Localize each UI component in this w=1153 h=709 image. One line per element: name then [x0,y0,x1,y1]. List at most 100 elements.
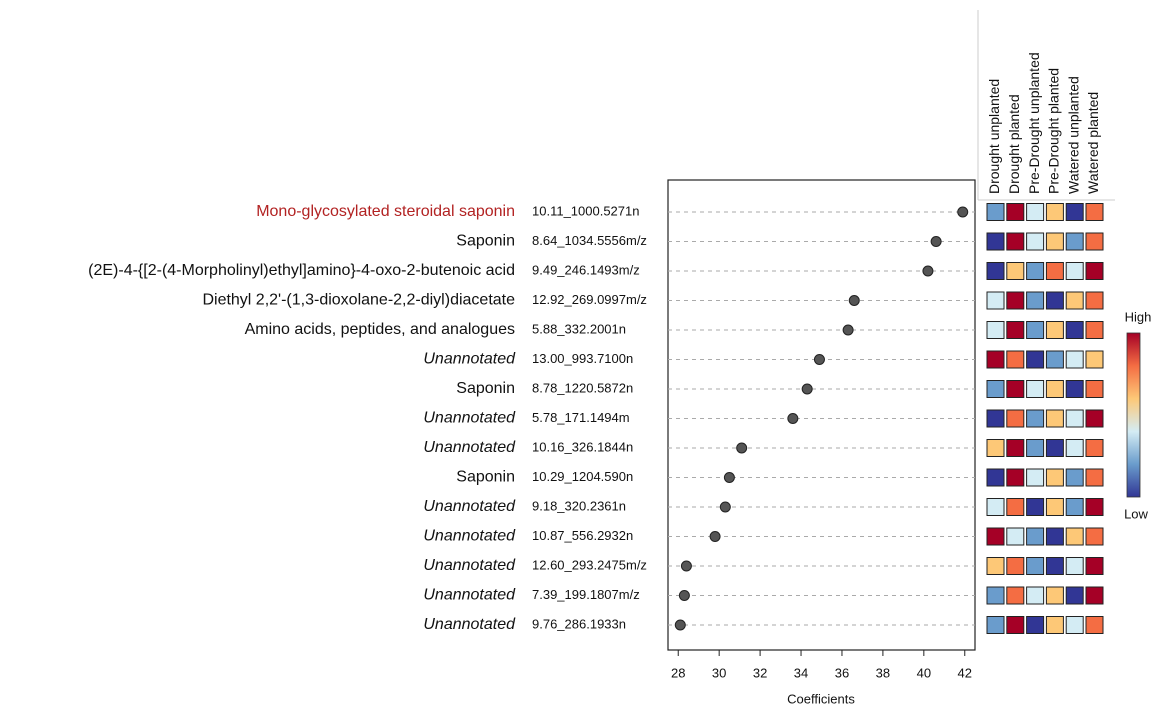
heatmap-cell [1045,350,1064,369]
heatmap-cell [1006,321,1025,339]
heatmap-cell [986,262,1005,280]
heatmap-cell [1026,262,1045,280]
compound-name: Unannotated [423,587,516,604]
heatmap-cell [1085,380,1104,398]
heatmap-cell [1006,262,1025,280]
feature-id: 5.88_332.2001n [532,321,626,336]
heatmap-cell [1085,350,1104,369]
heatmap-cell [1065,232,1084,251]
feature-id: 9.76_286.1933n [532,616,626,631]
heatmap-cell [1026,232,1045,251]
column-label: Watered planted [1085,92,1101,194]
heatmap-cell [1085,409,1104,428]
heatmap-cell [986,586,1005,605]
heatmap-cell [1006,350,1025,369]
heatmap-cell [1065,468,1084,487]
heatmap-cell [1065,350,1084,369]
feature-id: 12.92_269.0997m/z [532,292,647,307]
heatmap-cell [1045,498,1064,516]
heatmap-cell [1045,291,1064,310]
compound-name: Saponin [456,469,515,486]
heatmap-cell [1065,527,1084,546]
column-label: Pre-Drought unplanted [1026,52,1042,194]
heatmap-cell [1045,616,1064,634]
heatmap-cell [1045,232,1064,251]
column-label: Pre-Drought planted [1046,68,1062,194]
x-tick-label: 28 [671,665,685,680]
heatmap-cell [1065,557,1084,575]
compound-name: Mono-glycosylated steroidal saponin [256,203,515,220]
dot [678,590,690,601]
heatmap-cell [986,409,1005,428]
dot [930,236,942,247]
x-tick-label: 42 [958,665,972,680]
dot [680,560,692,572]
compound-name: Diethyl 2,2'-(1,3-dioxolane-2,2-diyl)dia… [202,292,515,309]
feature-id: 7.39_199.1807m/z [532,587,640,602]
heatmap-cell [1006,291,1025,310]
dot [957,206,969,218]
heatmap-cell [1065,498,1084,516]
heatmap-cell [1006,557,1025,575]
heatmap-cell [1045,439,1064,457]
dot [674,619,686,631]
heatmap-cell [1085,527,1104,546]
heatmap-cell [1045,321,1064,339]
colorbar [1126,332,1141,498]
heatmap-cell [1045,557,1064,575]
heatmap-cell [1026,586,1045,605]
heatmap-cell [1085,557,1104,575]
heatmap-cell [1065,616,1084,634]
heatmap-cell [1045,262,1064,280]
heatmap-cell [986,203,1005,221]
dot [801,383,813,395]
x-tick-label: 32 [753,665,767,680]
heatmap-cell [986,321,1005,339]
feature-id: 10.87_556.2932n [532,528,633,543]
compound-name: Amino acids, peptides, and analogues [245,321,515,338]
heatmap-cell [1065,409,1084,428]
heatmap-cell [1085,439,1104,457]
heatmap-cell [1085,262,1104,280]
heatmap-cell [1026,203,1045,221]
heatmap-cell [986,350,1005,369]
feature-id: 10.16_326.1844n [532,439,633,454]
dot [842,324,854,336]
heatmap-cell [1065,380,1084,398]
heatmap-cell [1006,498,1025,516]
compound-name: Saponin [456,233,515,250]
x-tick-label: 36 [835,665,849,680]
heatmap-cell [1006,409,1025,428]
colorbar-high: High [1125,309,1152,324]
plot-frame [667,179,976,651]
heatmap-cell [986,468,1005,487]
heatmap-cell [1006,380,1025,398]
heatmap-cell [986,380,1005,398]
x-tick-label: 30 [712,665,726,680]
heatmap-cell [1065,439,1084,457]
x-tick-label: 40 [917,665,931,680]
heatmap-cell [1045,380,1064,398]
dot [922,265,934,277]
compound-name: Unannotated [423,498,516,515]
compound-name: (2E)-4-{[2-(4-Morpholinyl)ethyl]amino}-4… [88,262,515,279]
column-label: Drought planted [1006,94,1022,194]
heatmap-cell [1065,321,1084,339]
heatmap-cell [1085,498,1104,516]
heatmap-cell [1006,439,1025,457]
heatmap-cell [1045,203,1064,221]
column-label: Drought unplanted [986,79,1002,194]
x-axis-label: Coefficients [787,691,855,706]
dot [848,295,860,306]
heatmap-cell [1026,291,1045,310]
compound-name: Saponin [456,380,515,397]
compound-name: Unannotated [423,616,516,633]
heatmap-cell [1026,498,1045,516]
heatmap-cell [1045,527,1064,546]
heatmap-cell [1026,439,1045,457]
heatmap-cell [1085,291,1104,310]
dot [719,501,731,513]
feature-id: 8.64_1034.5556m/z [532,233,647,248]
feature-id: 5.78_171.1494m [532,410,630,425]
